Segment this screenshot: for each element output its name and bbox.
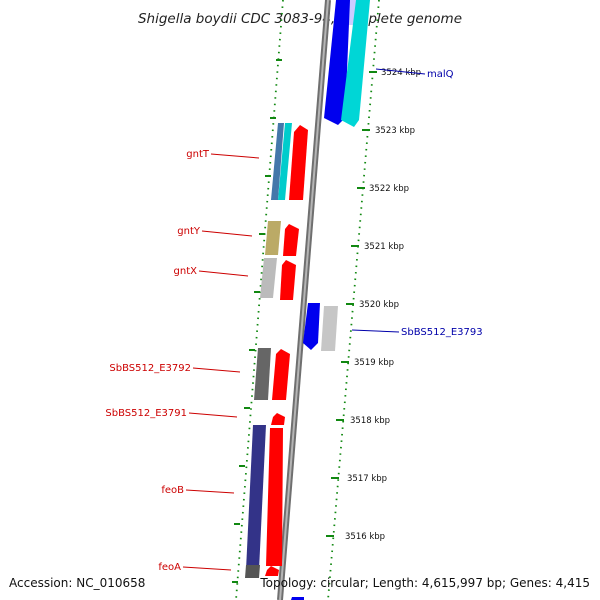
gene-gntT-box-cyan[interactable] [278, 123, 292, 200]
gene-label-feoB[interactable]: feoB [161, 485, 184, 496]
gene-gntT-box-steelblue[interactable] [271, 123, 284, 200]
gene-gntY-box[interactable] [265, 221, 281, 255]
genome-backbone [277, 0, 331, 600]
tick-label: 3519 kbp [354, 358, 394, 368]
gene-feoA-box[interactable] [245, 565, 260, 578]
outer-strand-genes [291, 0, 370, 600]
footer: Accession: NC_010658 Topology: circular;… [9, 576, 590, 590]
accession-text: Accession: NC_010658 [9, 576, 145, 590]
inner-dotted-ring [235, 0, 284, 600]
outer-dotted-ring [327, 0, 380, 600]
reverse-strand-genes [245, 123, 292, 578]
map-title: Shigella boydii CDC 3083-94, complete ge… [138, 11, 462, 27]
gene-gntX-arrow[interactable] [280, 260, 296, 300]
gene-malQ-arrow-blue[interactable] [324, 0, 350, 125]
gene-SbBS512_E3792-arrow[interactable] [272, 349, 290, 400]
outer-ring-ticks [326, 71, 377, 537]
inner-ring-ticks [232, 59, 282, 583]
gene-label-SbBS512_E3791[interactable]: SbBS512_E3791 [105, 408, 187, 419]
gene-gntT-arrow[interactable] [289, 125, 308, 200]
gene-label-malQ[interactable]: malQ [427, 69, 454, 80]
tick-label: 3517 kbp [347, 474, 387, 484]
tick-label: 3524 kbp [381, 68, 421, 78]
gene-label-gntY[interactable]: gntY [177, 226, 201, 237]
right-gene-labels: malQ SbBS512_E3793 [351, 68, 483, 338]
gene-feoA-arrow[interactable] [265, 566, 279, 576]
gene-SbBS512_E3791-arrow[interactable] [271, 413, 285, 425]
gene-feoB-arrow[interactable] [266, 428, 284, 566]
gene-label-SbBS512_E3792[interactable]: SbBS512_E3792 [109, 363, 191, 374]
tick-label: 3518 kbp [350, 416, 390, 426]
genome-summary-text: Topology: circular; Length: 4,615,997 bp… [259, 576, 590, 590]
forward-strand-genes [265, 125, 308, 576]
gene-label-feoA[interactable]: feoA [158, 562, 181, 573]
gene-malQ-arrow-cyan[interactable] [341, 0, 370, 127]
tick-label: 3520 kbp [359, 300, 399, 310]
kbp-tick-labels: 3524 kbp 3523 kbp 3522 kbp 3521 kbp 3520… [345, 68, 421, 542]
gene-SbBS512_E3793-box[interactable] [321, 306, 338, 351]
gene-SbBS512_E3792-box[interactable] [254, 348, 271, 400]
gene-label-gntX[interactable]: gntX [174, 266, 198, 277]
gene-label-gntT[interactable]: gntT [186, 149, 210, 160]
gene-label-SbBS512_E3793[interactable]: SbBS512_E3793 [401, 327, 483, 338]
tick-label: 3522 kbp [369, 184, 409, 194]
gene-gntY-arrow[interactable] [283, 224, 299, 256]
tick-label: 3516 kbp [345, 532, 385, 542]
gene-feoB-box[interactable] [246, 425, 266, 570]
gene-SbBS512_E3793-arrow[interactable] [303, 303, 320, 350]
tick-label: 3523 kbp [375, 126, 415, 136]
gene-bottom-blue[interactable] [291, 597, 304, 600]
tick-label: 3521 kbp [364, 242, 404, 252]
left-gene-labels: gntT gntY gntX SbBS512_E3792 SbBS512_E37… [105, 149, 260, 573]
gene-gntX-box[interactable] [260, 258, 277, 298]
